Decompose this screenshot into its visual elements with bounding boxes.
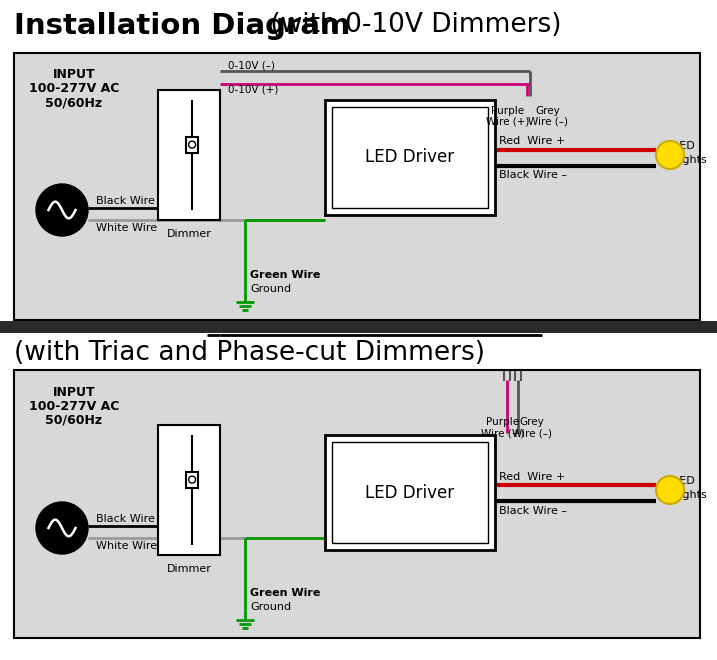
Bar [158,90,220,220]
Text: 100-277V AC: 100-277V AC [29,399,119,412]
Text: Dimmer: Dimmer [166,229,212,239]
Circle shape [189,476,196,483]
Text: 50/60Hz: 50/60Hz [45,96,103,110]
Bar [0,321,717,333]
Text: Black Wire –: Black Wire – [499,506,567,515]
Text: LED Driver: LED Driver [366,484,455,502]
Text: 0-10V (–): 0-10V (–) [228,61,275,71]
Text: Red  Wire +: Red Wire + [499,137,565,147]
Text: Grey: Grey [520,417,544,427]
Text: Wire (+): Wire (+) [486,117,530,127]
Bar [186,472,198,488]
Text: LED: LED [674,141,695,151]
Text: INPUT: INPUT [52,385,95,399]
Circle shape [189,141,196,148]
Bar [186,137,198,152]
Circle shape [36,502,88,554]
Text: LED Driver: LED Driver [366,148,455,166]
Text: LED: LED [674,476,695,486]
Text: Green Wire: Green Wire [250,270,320,280]
Text: Green Wire: Green Wire [250,588,320,598]
Circle shape [36,184,88,236]
Text: 0-10V (+): 0-10V (+) [228,85,278,95]
Text: (with Triac and Phase-cut Dimmers): (with Triac and Phase-cut Dimmers) [14,340,485,366]
Text: Grey: Grey [536,106,561,116]
Circle shape [656,141,684,169]
Text: Red  Wire +: Red Wire + [499,471,565,482]
Text: White Wire: White Wire [96,541,157,551]
Bar [325,100,495,215]
Text: Black Wire: Black Wire [96,514,155,524]
Bar [158,425,220,555]
Text: 100-277V AC: 100-277V AC [29,82,119,96]
Bar [325,435,495,550]
Circle shape [656,476,684,504]
Text: Wire (+): Wire (+) [481,428,525,438]
Text: Installation Diagram: Installation Diagram [14,12,350,40]
Text: Ground: Ground [250,284,291,294]
Text: Black Wire –: Black Wire – [499,170,567,180]
Text: Lights: Lights [674,155,708,165]
Text: Purple: Purple [491,106,525,116]
Text: White Wire: White Wire [96,223,157,233]
Text: 50/60Hz: 50/60Hz [45,414,103,426]
Bar [332,107,488,208]
Text: INPUT: INPUT [52,69,95,81]
Text: Purple: Purple [486,417,520,427]
Text: (with 0-10V Dimmers): (with 0-10V Dimmers) [262,12,561,38]
Text: Wire (–): Wire (–) [512,428,552,438]
Text: Ground: Ground [250,602,291,612]
Bar [332,442,488,543]
Text: Black Wire: Black Wire [96,196,155,206]
Bar [14,370,700,638]
Text: Lights: Lights [674,490,708,500]
Bar [14,53,700,320]
Text: Wire (–): Wire (–) [528,117,568,127]
Text: Dimmer: Dimmer [166,564,212,574]
